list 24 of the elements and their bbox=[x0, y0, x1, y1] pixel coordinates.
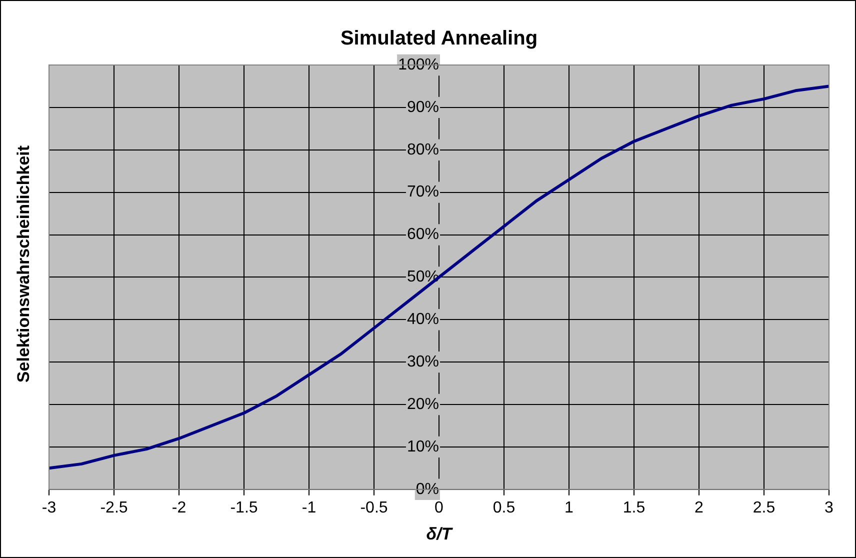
x-tick-label: 0.5 bbox=[492, 499, 516, 516]
y-tick-label: 20% bbox=[406, 396, 439, 413]
x-tick-label: 2.5 bbox=[752, 499, 776, 516]
x-tick-label: 2 bbox=[694, 499, 704, 516]
y-axis-title: Selektionswahrscheinlichkeit bbox=[14, 145, 34, 383]
y-tick-label: 30% bbox=[406, 353, 439, 370]
x-tick-label: 1 bbox=[564, 499, 574, 516]
chart-title: Simulated Annealing bbox=[340, 28, 538, 50]
x-axis-title: δ/T bbox=[426, 524, 454, 544]
y-tick-label: 80% bbox=[406, 141, 439, 158]
x-tick-label: 0 bbox=[434, 499, 444, 516]
y-tick-label: 40% bbox=[406, 311, 439, 328]
x-tick-label: 3 bbox=[824, 499, 834, 516]
y-tick-label: 90% bbox=[406, 98, 439, 116]
x-tick-label: -2.5 bbox=[100, 499, 128, 516]
y-tick-label: 10% bbox=[406, 438, 439, 456]
y-tick-label: 70% bbox=[406, 184, 439, 201]
x-tick-label: -1.5 bbox=[230, 499, 258, 516]
x-tick-label: 1.5 bbox=[622, 499, 646, 516]
x-tick-label: -3 bbox=[42, 499, 56, 516]
x-tick-label: -2 bbox=[172, 499, 186, 516]
x-tick-label: -1 bbox=[302, 499, 316, 516]
x-tick-label: -0.5 bbox=[360, 499, 388, 516]
y-tick-label: 60% bbox=[406, 226, 439, 244]
